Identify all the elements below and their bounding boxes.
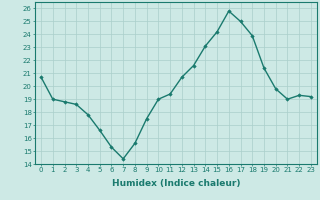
X-axis label: Humidex (Indice chaleur): Humidex (Indice chaleur) xyxy=(112,179,240,188)
